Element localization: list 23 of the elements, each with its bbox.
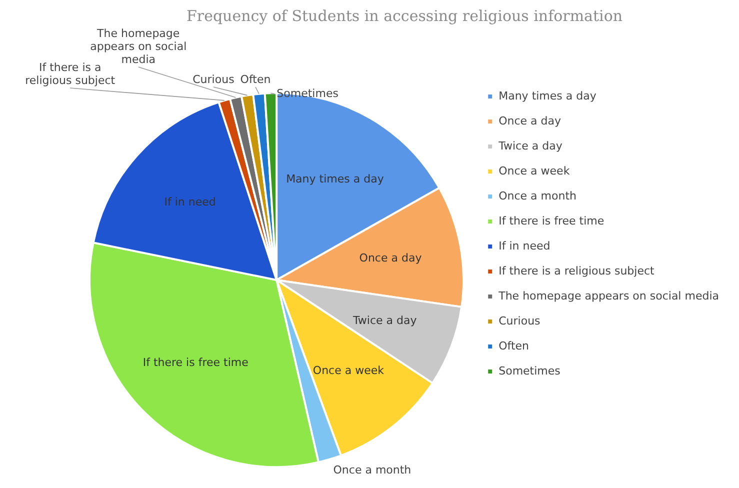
slice-label: Once a month xyxy=(333,464,412,477)
legend-label: If in need xyxy=(498,239,550,252)
slice-label: If there is free time xyxy=(142,356,249,369)
slice-label: Twice a day xyxy=(352,314,418,328)
slice-label: If in need xyxy=(164,196,216,209)
legend-label: The homepage appears on social media xyxy=(498,289,720,302)
legend-label: Once a month xyxy=(498,189,577,202)
legend-label: Once a day xyxy=(498,114,562,128)
legend-label: If there is a religious subject xyxy=(498,264,656,278)
legend-label: If there is free time xyxy=(498,214,604,228)
legend-label: Curious xyxy=(498,314,541,328)
slice-label: Sometimes xyxy=(276,86,339,100)
chart-title: Frequency of Students in accessing religious information xyxy=(186,6,623,25)
slice-label: Often xyxy=(240,72,271,86)
legend-label: Many times a day xyxy=(498,89,597,102)
legend-label: Often xyxy=(498,339,530,352)
legend-label: Twice a day xyxy=(498,139,563,152)
slice-label: Once a day xyxy=(359,251,422,264)
slice-label: Many times a day xyxy=(286,172,384,186)
slice-label: Curious xyxy=(192,72,235,86)
legend-label: Once a week xyxy=(498,164,570,178)
legend-label: Sometimes xyxy=(498,364,561,378)
slice-label: Once a week xyxy=(312,364,385,377)
